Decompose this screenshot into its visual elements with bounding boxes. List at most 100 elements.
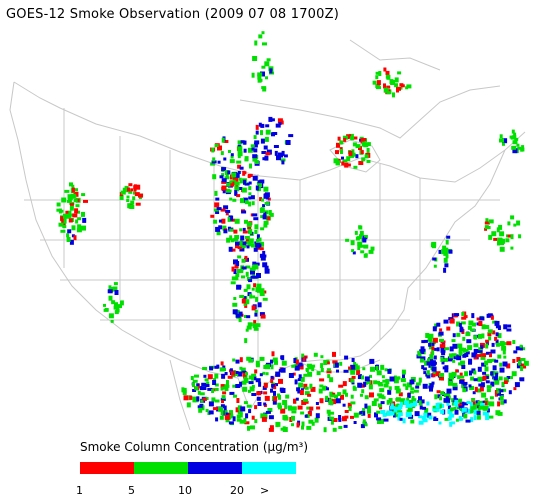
smoke-pixel — [444, 417, 450, 421]
smoke-pixel — [75, 204, 80, 208]
legend-tick-20: 20 — [230, 484, 244, 497]
smoke-pixel — [506, 363, 511, 369]
smoke-pixel — [280, 427, 284, 431]
smoke-pixel — [248, 375, 253, 380]
smoke-pixel — [380, 401, 385, 405]
smoke-pixel — [230, 153, 234, 157]
smoke-pixel — [186, 402, 191, 408]
smoke-pixel — [466, 401, 471, 404]
smoke-pixel — [363, 381, 367, 387]
smoke-pixel — [352, 152, 356, 157]
smoke-pixel — [216, 207, 222, 211]
smoke-pixel — [257, 72, 263, 77]
smoke-pixel — [240, 198, 244, 204]
smoke-pixel — [357, 245, 361, 250]
smoke-pixel — [486, 388, 491, 393]
smoke-pixel — [404, 400, 409, 405]
smoke-pixel — [297, 405, 303, 410]
smoke-pixel — [233, 229, 238, 234]
smoke-pixel — [228, 150, 231, 153]
smoke-pixel — [386, 74, 391, 80]
smoke-pixel — [436, 406, 440, 412]
smoke-pixel — [515, 346, 521, 351]
smoke-pixel — [243, 179, 246, 185]
smoke-pixel — [242, 370, 247, 374]
smoke-pixel — [68, 218, 73, 223]
smoke-pixel — [133, 191, 136, 195]
smoke-pixel — [428, 357, 434, 362]
smoke-pixel — [513, 350, 518, 354]
smoke-pixel — [254, 224, 259, 230]
smoke-pixel — [383, 83, 386, 89]
smoke-pixel — [296, 387, 301, 392]
smoke-pixel — [247, 175, 251, 179]
smoke-pixel — [453, 395, 457, 401]
smoke-pixel — [264, 61, 270, 67]
smoke-pixel — [257, 402, 262, 406]
smoke-pixel — [350, 369, 356, 375]
smoke-pixel — [280, 388, 286, 393]
smoke-pixel — [212, 380, 217, 385]
smoke-pixel — [222, 225, 227, 231]
smoke-pixel — [520, 358, 526, 361]
smoke-pixel — [229, 235, 233, 241]
smoke-pixel — [469, 370, 472, 376]
smoke-pixel — [369, 374, 372, 378]
smoke-pixel — [214, 365, 219, 369]
smoke-pixel — [77, 224, 82, 230]
smoke-pixel — [517, 146, 522, 150]
smoke-pixel — [379, 388, 385, 393]
smoke-pixel — [491, 231, 497, 237]
smoke-pixel — [426, 360, 432, 366]
smoke-pixel — [395, 397, 401, 402]
smoke-pixel — [253, 283, 257, 288]
smoke-pixel — [251, 201, 255, 206]
smoke-pixel — [406, 84, 412, 89]
smoke-pixel — [268, 415, 274, 420]
smoke-pixel — [458, 351, 463, 356]
smoke-pixel — [413, 401, 418, 407]
smoke-pixel — [389, 376, 395, 382]
smoke-pixel — [250, 425, 255, 430]
smoke-pixel — [376, 380, 380, 384]
smoke-pixel — [270, 379, 274, 383]
smoke-pixel — [428, 415, 433, 420]
smoke-pixel — [427, 336, 433, 342]
smoke-pixel — [289, 417, 293, 422]
smoke-pixel — [476, 388, 482, 393]
smoke-pixel — [204, 378, 209, 382]
smoke-pixel — [497, 401, 501, 407]
smoke-pixel — [251, 287, 255, 291]
smoke-pixel — [71, 187, 75, 193]
smoke-pixel — [421, 415, 426, 420]
smoke-pixel — [481, 333, 485, 339]
smoke-pixel — [510, 234, 514, 240]
smoke-pixel — [506, 341, 512, 346]
smoke-pixel — [66, 233, 70, 238]
smoke-pixel — [443, 267, 447, 273]
smoke-pixel — [194, 374, 199, 378]
smoke-pixel — [271, 351, 275, 357]
smoke-pixel — [192, 389, 197, 392]
smoke-pixel — [236, 261, 240, 266]
smoke-pixel — [376, 80, 381, 86]
smoke-pixel — [214, 399, 220, 403]
smoke-pixel — [273, 396, 278, 402]
smoke-pixel — [397, 412, 403, 417]
smoke-pixel — [301, 400, 307, 405]
smoke-pixel — [114, 310, 119, 315]
smoke-pixel — [244, 421, 250, 425]
smoke-pixel — [342, 403, 346, 407]
smoke-pixel — [221, 395, 226, 400]
smoke-pixel — [503, 380, 508, 384]
smoke-pixel — [445, 396, 449, 401]
smoke-pixel — [378, 383, 384, 387]
smoke-pixel — [254, 405, 258, 410]
smoke-pixel — [268, 210, 272, 215]
smoke-pixel — [225, 212, 229, 216]
smoke-pixel — [448, 249, 453, 254]
smoke-pixel — [209, 366, 214, 371]
smoke-pixel — [201, 382, 207, 387]
smoke-pixel — [236, 194, 241, 198]
smoke-pixel — [480, 344, 484, 349]
